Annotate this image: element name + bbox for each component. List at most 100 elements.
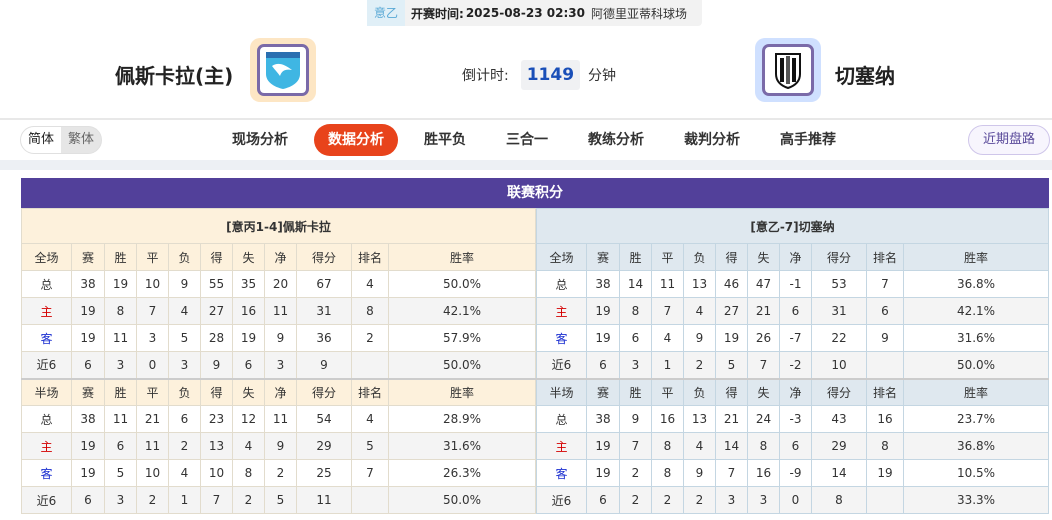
countdown-label: 倒计时:: [462, 68, 509, 84]
language-toggle: 简体 繁体: [20, 126, 103, 154]
table-cell: 16: [232, 297, 265, 325]
table-cell: 23.7%: [903, 405, 1049, 433]
tab-expert-picks[interactable]: 高手推荐: [780, 132, 836, 148]
table-cell: 12: [232, 405, 265, 433]
column-header: 胜: [619, 243, 652, 271]
table-cell: -7: [779, 324, 812, 352]
countdown-unit: 分钟: [588, 68, 617, 84]
column-header: 赛: [586, 243, 620, 271]
column-header: 得分: [811, 377, 867, 406]
table-cell: 11: [104, 324, 137, 352]
table-cell: 25: [296, 459, 352, 487]
row-label: 主: [536, 432, 587, 460]
table-row: 主 19 7 8 4 14 8 6 29 8 36.8%: [536, 432, 1049, 460]
table-cell: 3: [104, 486, 137, 514]
table-cell: 9: [683, 459, 716, 487]
table-cell: 10: [200, 459, 233, 487]
table-cell: 9: [683, 324, 716, 352]
table-cell: 46: [715, 270, 748, 298]
half-label: 半场: [21, 377, 72, 406]
away-team-logo[interactable]: [755, 38, 821, 102]
table-cell: 5: [715, 351, 748, 379]
home-standings-table: [意丙1-4]佩斯卡拉 全场赛胜平负得失净得分 排名 胜率总 38 19 10 9 55 35 20…: [21, 208, 536, 514]
table-cell: 24: [747, 405, 780, 433]
table-row: 总 38 9 16 13 21 24 -3 43 16 23.7%: [536, 405, 1049, 433]
table-cell: 7: [715, 459, 748, 487]
table-cell: 8: [232, 459, 265, 487]
table-row: 近6 6 3 2 1 7 2 5 11 50.0%: [21, 486, 536, 514]
table-cell: 6: [586, 351, 620, 379]
table-cell: 6: [104, 432, 137, 460]
table-cell: 8: [811, 486, 867, 514]
table-cell: 6: [232, 351, 265, 379]
column-header: 负: [168, 377, 201, 406]
table-cell: 53: [811, 270, 867, 298]
table-cell: 1: [168, 486, 201, 514]
home-team-name[interactable]: 佩斯卡拉(主): [115, 64, 234, 88]
table-cell: 4: [683, 432, 716, 460]
table-cell: 2: [136, 486, 169, 514]
column-header: 净: [264, 377, 297, 406]
simplified-chinese-button[interactable]: 简体: [21, 127, 62, 153]
table-row: 客 19 5 10 4 10 8 2 25 7 26.3%: [21, 459, 536, 487]
table-cell: 38: [71, 270, 105, 298]
table-row: 客 19 6 4 9 19 26 -7 22 9 31.6%: [536, 324, 1049, 352]
column-header: 净: [264, 243, 297, 271]
table-cell: 5: [168, 324, 201, 352]
table-cell: 9: [296, 351, 352, 379]
table-cell: 38: [586, 270, 620, 298]
table-cell: 3: [619, 351, 652, 379]
analysis-tabs: 现场分析 数据分析 胜平负 三合一 教练分析 裁判分析 高手推荐: [0, 124, 1052, 156]
tab-referee-analysis[interactable]: 裁判分析: [684, 132, 740, 148]
half-label: 半场: [536, 377, 587, 406]
row-label: 客: [21, 324, 72, 352]
table-cell: 4: [683, 297, 716, 325]
tab-three-in-one[interactable]: 三合一: [506, 132, 548, 148]
column-header: 平: [136, 243, 169, 271]
table-cell: 23: [200, 405, 233, 433]
home-team-logo[interactable]: [250, 38, 316, 102]
tab-coach-analysis[interactable]: 教练分析: [588, 132, 644, 148]
match-info-bar: 意乙 开赛时间: 2025-08-23 02:30 阿德里亚蒂科球场: [367, 0, 702, 26]
tab-win-draw-loss[interactable]: 胜平负: [424, 132, 466, 148]
table-cell: 19: [586, 432, 620, 460]
section-gap: [0, 160, 1052, 170]
league-standings-title: 联赛积分: [21, 178, 1049, 208]
traditional-chinese-button[interactable]: 繁体: [68, 132, 95, 147]
table-cell: 11: [264, 405, 297, 433]
table-cell: 14: [619, 270, 652, 298]
table-cell: 19: [71, 324, 105, 352]
table-cell: 36: [296, 324, 352, 352]
table-cell: [866, 486, 904, 514]
row-label: 总: [21, 270, 72, 298]
away-team-name[interactable]: 切塞纳: [835, 64, 895, 88]
column-header: 排名: [351, 377, 389, 406]
table-row: 总 38 19 10 9 55 35 20 67 4 50.0%: [21, 270, 536, 298]
row-label: 主: [21, 432, 72, 460]
table-cell: 7: [619, 432, 652, 460]
table-cell: 36.8%: [903, 432, 1049, 460]
table-cell: 19: [71, 459, 105, 487]
table-cell: 50.0%: [388, 486, 536, 514]
table-cell: 9: [866, 324, 904, 352]
table-cell: 6: [779, 297, 812, 325]
column-header: 胜率: [903, 377, 1049, 406]
table-cell: 7: [200, 486, 233, 514]
table-cell: 50.0%: [388, 351, 536, 379]
table-cell: 4: [351, 270, 389, 298]
full-header-row: 全场赛胜平负得失净得分 排名 胜率: [536, 243, 1049, 271]
table-cell: 19: [586, 459, 620, 487]
table-cell: 55: [200, 270, 233, 298]
table-row: 近6 6 3 1 2 5 7 -2 10 50.0%: [536, 351, 1049, 379]
column-header: 净: [779, 243, 812, 271]
tab-live-analysis[interactable]: 现场分析: [232, 132, 288, 148]
tab-data-analysis[interactable]: 数据分析: [314, 124, 398, 156]
table-cell: 19: [71, 432, 105, 460]
table-cell: 13: [683, 270, 716, 298]
league-label[interactable]: 意乙: [367, 0, 406, 26]
column-header: 胜: [104, 243, 137, 271]
recent-handicap-button[interactable]: 近期盘路: [968, 125, 1050, 155]
team-header-row: [意丙1-4]佩斯卡拉: [21, 208, 536, 244]
column-header: 排名: [866, 243, 904, 271]
divider: [0, 118, 1052, 120]
